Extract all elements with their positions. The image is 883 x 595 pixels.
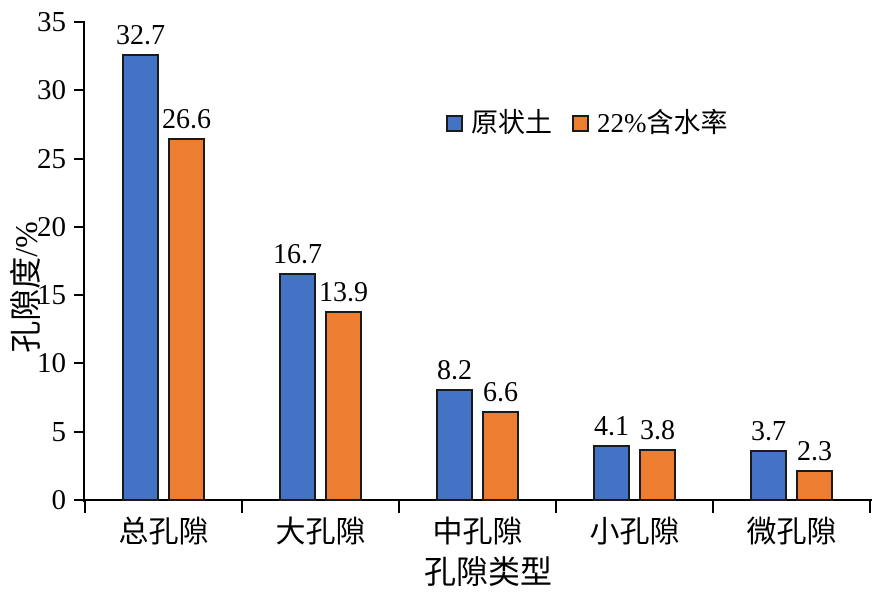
y-tick-mark bbox=[74, 157, 85, 160]
y-tick-label: 25 bbox=[37, 142, 66, 175]
bar-series1-cat3 bbox=[639, 449, 676, 501]
y-tick-mark bbox=[74, 499, 85, 501]
bar-series0-cat3 bbox=[593, 445, 630, 501]
legend-label: 原状土 bbox=[471, 108, 552, 138]
legend-item-series1: 22%含水率 bbox=[572, 108, 728, 138]
y-tick-label: 15 bbox=[37, 279, 66, 312]
y-tick-label: 35 bbox=[37, 6, 66, 38]
bar-series1-cat1 bbox=[325, 311, 362, 501]
legend-label: 22%含水率 bbox=[597, 108, 728, 138]
x-tick-mark bbox=[869, 500, 871, 513]
y-tick-label: 5 bbox=[51, 415, 67, 448]
y-tick-mark bbox=[74, 294, 85, 297]
category-label: 中孔隙 bbox=[432, 516, 523, 549]
bar-series0-cat2 bbox=[436, 389, 473, 501]
x-axis-title: 孔隙类型 bbox=[423, 554, 552, 590]
y-tick-label: 10 bbox=[37, 347, 66, 380]
x-tick-mark bbox=[398, 500, 400, 513]
bar-value-label: 3.8 bbox=[640, 415, 675, 446]
category-label: 总孔隙 bbox=[118, 516, 209, 549]
bar-series0-cat4 bbox=[750, 450, 787, 501]
y-tick-mark bbox=[74, 430, 85, 433]
y-axis-line bbox=[83, 22, 85, 502]
legend-item-series0: 原状土 bbox=[446, 108, 552, 138]
bar-value-label: 6.6 bbox=[483, 377, 518, 408]
category-label: 大孔隙 bbox=[275, 516, 366, 549]
bar-series1-cat0 bbox=[168, 138, 205, 501]
bar-value-label: 2.3 bbox=[797, 436, 832, 467]
bar-series0-cat1 bbox=[279, 273, 316, 501]
x-axis-line bbox=[83, 499, 872, 501]
y-tick-label: 30 bbox=[37, 74, 66, 107]
bar-value-label: 8.2 bbox=[437, 355, 472, 386]
bar-value-label: 16.7 bbox=[273, 239, 322, 270]
bar-series0-cat0 bbox=[122, 54, 159, 501]
y-tick-label: 20 bbox=[37, 210, 66, 243]
x-tick-mark bbox=[712, 500, 714, 513]
y-tick-mark bbox=[74, 89, 85, 92]
category-label: 微孔隙 bbox=[746, 516, 837, 549]
bar-series1-cat2 bbox=[482, 411, 519, 501]
category-label: 小孔隙 bbox=[589, 516, 680, 549]
y-tick-label: 0 bbox=[51, 484, 67, 516]
y-tick-mark bbox=[74, 362, 85, 365]
legend-swatch-icon bbox=[446, 114, 463, 132]
x-tick-mark bbox=[555, 500, 557, 513]
y-tick-mark bbox=[74, 225, 85, 228]
bar-value-label: 13.9 bbox=[319, 277, 368, 308]
bar-value-label: 26.6 bbox=[162, 104, 211, 135]
legend-swatch-icon bbox=[572, 114, 589, 132]
x-tick-mark bbox=[84, 500, 86, 513]
bar-value-label: 32.7 bbox=[116, 20, 165, 51]
bar-series1-cat4 bbox=[796, 470, 833, 501]
legend: 原状土 22%含水率 bbox=[446, 108, 728, 138]
bar-value-label: 3.7 bbox=[751, 416, 786, 447]
bar-value-label: 4.1 bbox=[594, 411, 629, 442]
x-tick-mark bbox=[241, 500, 243, 513]
y-tick-mark bbox=[74, 21, 85, 23]
